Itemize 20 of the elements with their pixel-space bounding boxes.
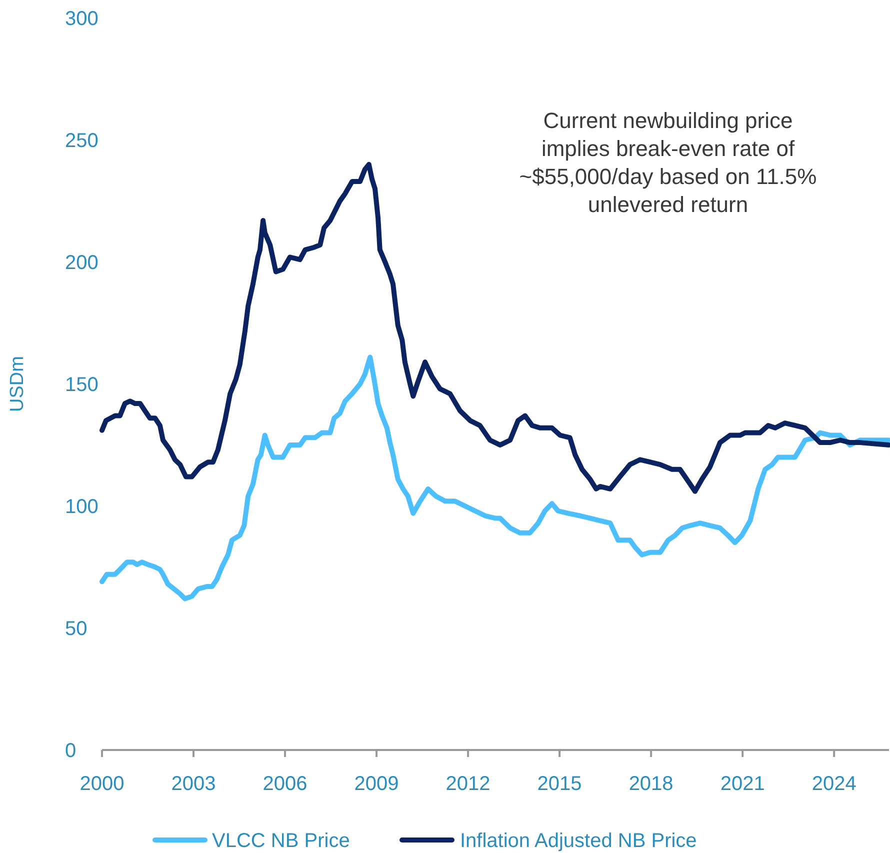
legend-label: VLCC NB Price <box>212 830 350 852</box>
y-tick-label: 50 <box>65 618 88 640</box>
legend-label: Inflation Adjusted NB Price <box>460 830 697 852</box>
y-tick-label: 200 <box>65 252 98 274</box>
x-tick-label: 2012 <box>446 773 490 795</box>
x-tick-label: 2024 <box>812 773 856 795</box>
x-tick-label: 2018 <box>628 773 674 795</box>
y-tick-label: 250 <box>65 130 98 152</box>
y-tick-label: 100 <box>65 496 98 518</box>
x-tick-label: 2015 <box>537 773 582 795</box>
x-tick-label: 2003 <box>171 773 216 795</box>
x-tick-label: 2006 <box>262 773 308 795</box>
y-tick-label: 0 <box>65 740 76 762</box>
y-axis-title: USDm <box>7 356 28 412</box>
y-tick-label: 300 <box>65 8 98 30</box>
annotation: Current newbuilding price implies break-even rate of ~$55,000/day based on 11.5% unlevered return <box>519 108 817 217</box>
x-tick-label: 2000 <box>80 773 124 795</box>
x-tick-label: 2009 <box>354 773 399 795</box>
x-tick-label: 2021 <box>720 773 765 795</box>
y-tick-label: 150 <box>65 374 98 396</box>
